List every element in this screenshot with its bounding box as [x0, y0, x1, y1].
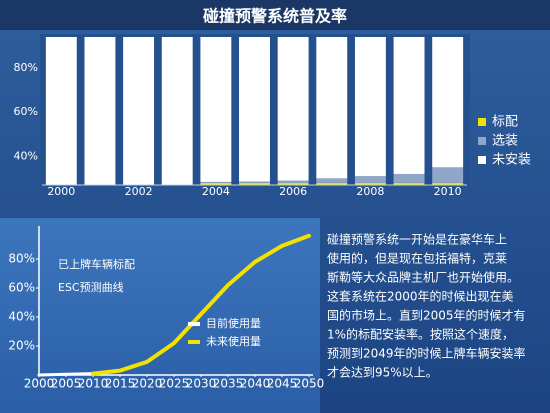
- bar-segment: [316, 37, 348, 179]
- description-line: 预测到2049年的时候上牌车辆安装率: [327, 346, 526, 361]
- x-tick-label: 2030: [186, 377, 217, 391]
- x-tick-label: 2004: [202, 185, 230, 198]
- description-line: 才会达到95%以上。: [327, 366, 438, 380]
- bar-segment: [393, 182, 425, 185]
- y-tick-label: 40%: [14, 149, 38, 162]
- legend-label: 选装: [492, 134, 518, 149]
- bar-segment: [239, 181, 270, 183]
- legend-swatch: [188, 340, 200, 344]
- bar-segment: [354, 37, 386, 177]
- bar-segment: [200, 182, 232, 185]
- bar-segment: [432, 37, 464, 168]
- bar-segment: [123, 37, 155, 185]
- legend-swatch: [478, 118, 486, 126]
- bar-segment: [354, 182, 386, 185]
- x-tick-label: 2000: [47, 185, 75, 198]
- x-tick-label: 2010: [78, 377, 109, 391]
- y-tick-label: 20%: [8, 339, 35, 353]
- y-tick-label: 60%: [14, 105, 38, 118]
- bar-segment: [200, 181, 232, 183]
- annotation: ESC预测曲线: [58, 280, 124, 294]
- bar-segment: [432, 167, 464, 183]
- y-tick-label: 80%: [8, 252, 35, 266]
- description-line: 碰撞预警系统一开始是在豪华车上: [327, 232, 507, 247]
- bar-segment: [239, 182, 270, 185]
- legend-label: 目前使用量: [206, 316, 261, 330]
- bar-segment: [354, 176, 386, 183]
- x-tick-label: 2045: [267, 377, 298, 391]
- bar-segment: [393, 173, 425, 183]
- bar-segment: [84, 37, 116, 185]
- bar-segment: [316, 178, 348, 183]
- x-tick-label: 2040: [240, 377, 271, 391]
- x-tick-label: 2020: [132, 377, 163, 391]
- legend-label: 未安装: [492, 153, 531, 168]
- bar-segment: [316, 182, 348, 185]
- plot-area: [0, 218, 320, 413]
- legend-swatch: [478, 156, 486, 164]
- bar-segment: [277, 37, 309, 181]
- y-tick-label: 60%: [8, 281, 35, 295]
- line: [91, 233, 311, 376]
- legend-label: 标配: [492, 115, 518, 130]
- description-line: 1%的标配安装率。按照这个速度，: [327, 327, 514, 342]
- description-line: 这套系统在2000年的时候出现在美: [327, 289, 514, 304]
- bar-segment: [277, 182, 309, 185]
- x-tick-label: 2006: [279, 185, 307, 198]
- x-tick-label: 2010: [434, 185, 462, 198]
- bar-segment: [45, 37, 77, 185]
- y-tick-label: 40%: [8, 310, 35, 324]
- bar-segment: [393, 37, 425, 174]
- bar-segment: [200, 37, 232, 182]
- title-bar: [0, 0, 550, 30]
- description-line: 斯勒等大众品牌主机厂也开始使用。: [327, 270, 519, 285]
- legend-label: 未来使用量: [206, 335, 261, 348]
- x-tick-label: 2050: [294, 377, 325, 391]
- bar-segment: [432, 182, 464, 185]
- bar-segment: [161, 37, 193, 185]
- description-line: 使用的，但是现在包括福特，克莱: [327, 251, 507, 266]
- legend-swatch: [478, 137, 486, 145]
- description-line: 国的市场上。直到2005年的时候才有: [327, 308, 526, 323]
- x-tick-label: 2005: [51, 377, 82, 391]
- x-tick-label: 2015: [105, 377, 136, 391]
- line: [37, 372, 95, 377]
- chart-title: 碰撞预警系统普及率: [203, 7, 347, 26]
- annotation: 已上牌车辆标配: [58, 257, 135, 271]
- legend-swatch: [188, 322, 200, 326]
- bar-segment: [277, 180, 309, 183]
- x-tick-label: 2008: [356, 185, 384, 198]
- x-tick-label: 2000: [24, 377, 55, 391]
- x-tick-label: 2002: [125, 185, 153, 198]
- x-tick-label: 2035: [213, 377, 244, 391]
- y-tick-label: 80%: [14, 61, 38, 74]
- bar-segment: [239, 37, 270, 182]
- x-tick-label: 2025: [159, 377, 190, 391]
